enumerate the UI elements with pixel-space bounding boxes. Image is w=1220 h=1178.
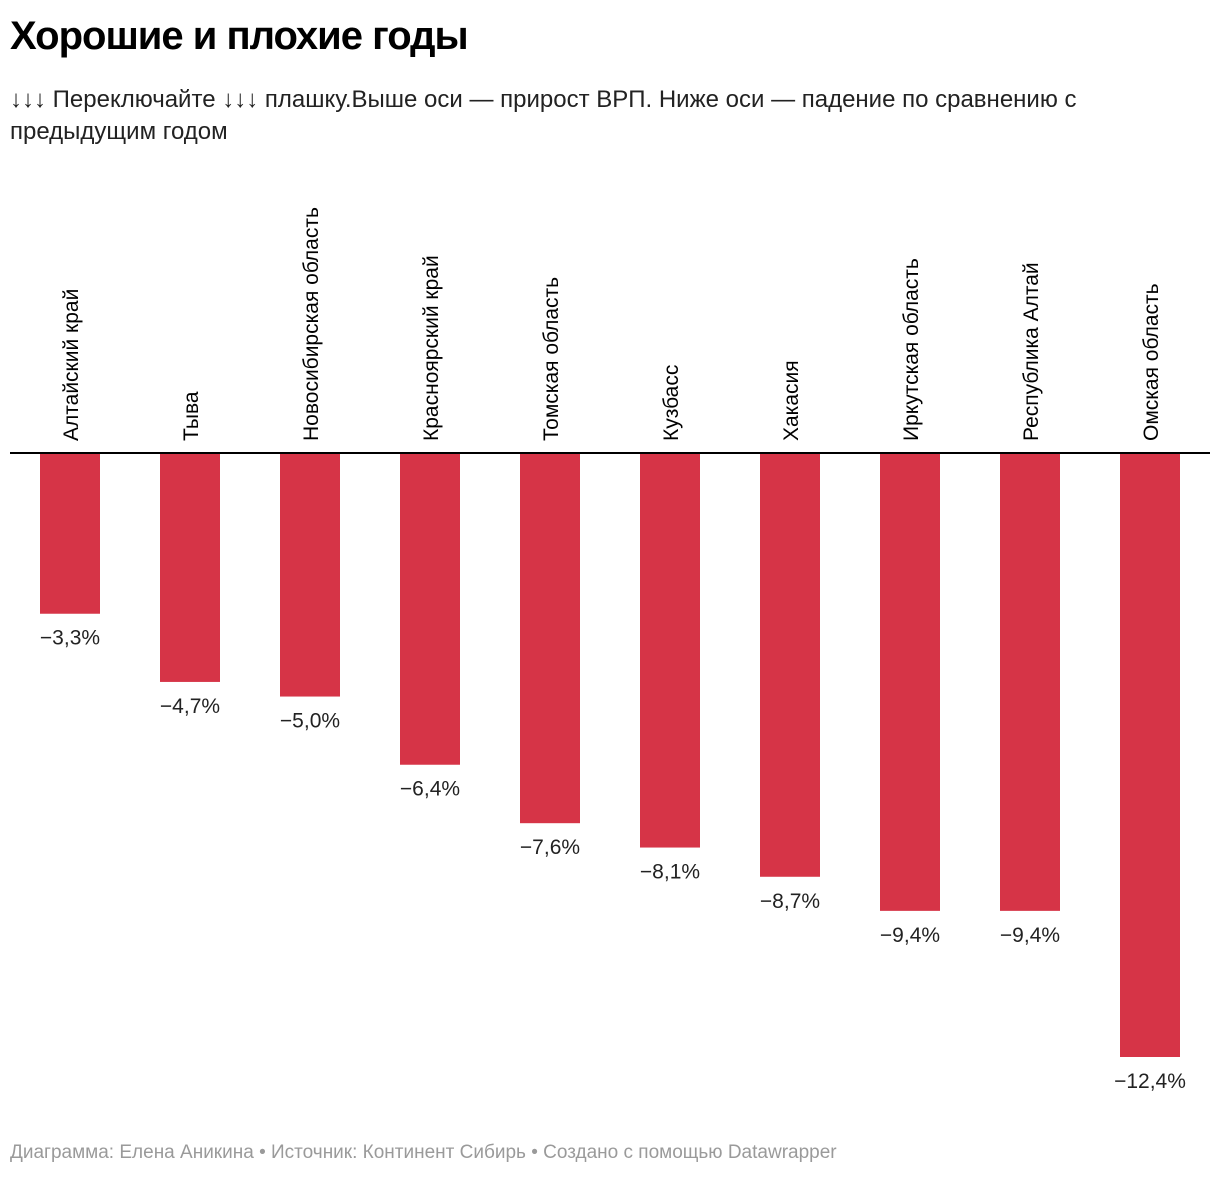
bar-9: [1000, 453, 1060, 911]
category-label: Омская область: [1140, 283, 1163, 441]
category-label: Алтайский край: [60, 289, 83, 441]
value-label: −8,7%: [760, 890, 820, 913]
category-label: Тыва: [180, 391, 203, 441]
category-label: Томская область: [540, 277, 563, 441]
bar-1: [40, 453, 100, 614]
value-label: −4,7%: [160, 695, 220, 718]
category-label: Кузбасс: [660, 365, 683, 441]
bar-2: [160, 453, 220, 682]
chart-subtitle: ↓↓↓ Переключайте ↓↓↓ плашку.Выше оси — п…: [10, 86, 1077, 145]
bar-6: [640, 453, 700, 848]
value-label: −8,1%: [640, 861, 700, 884]
value-label: −9,4%: [880, 924, 940, 947]
category-label: Красноярский край: [420, 255, 443, 441]
value-label: −6,4%: [400, 778, 460, 801]
bar-3: [280, 453, 340, 697]
value-label: −3,3%: [40, 627, 100, 650]
value-label: −12,4%: [1114, 1070, 1186, 1093]
category-label: Новосибирская область: [300, 207, 323, 441]
bar-8: [880, 453, 940, 911]
bar-7: [760, 453, 820, 877]
chart-title: Хорошие и плохие годы: [10, 14, 469, 58]
value-label: −5,0%: [280, 710, 340, 733]
chart-footer: Диаграмма: Елена Аникина • Источник: Кон…: [10, 1142, 837, 1163]
bar-4: [400, 453, 460, 765]
bar-10: [1120, 453, 1180, 1057]
category-label: Республика Алтай: [1020, 262, 1043, 441]
value-label: −9,4%: [1000, 924, 1060, 947]
category-label: Хакасия: [780, 360, 803, 441]
category-label: Иркутская область: [900, 258, 923, 441]
bar-5: [520, 453, 580, 824]
value-label: −7,6%: [520, 836, 580, 859]
